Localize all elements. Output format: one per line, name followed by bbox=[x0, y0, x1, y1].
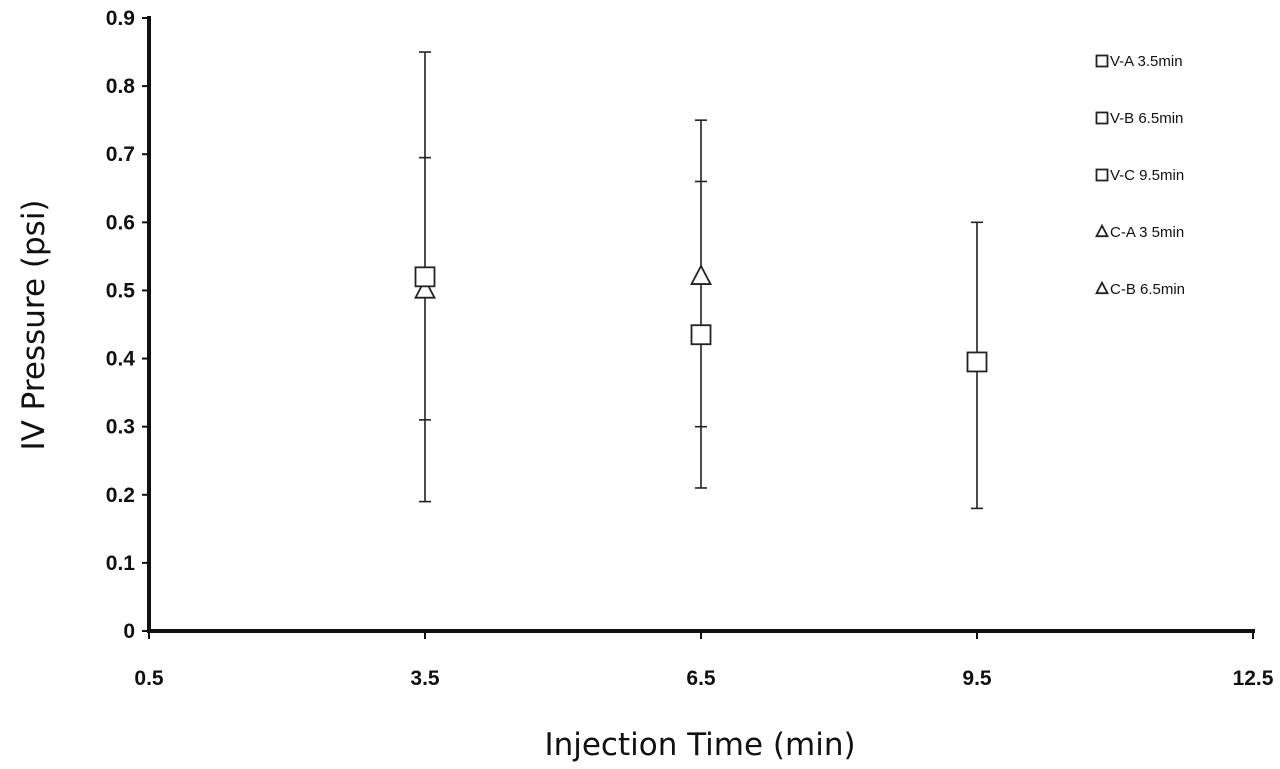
y-tick-label: 0.7 bbox=[106, 143, 135, 166]
x-axis-title: Injection Time (min) bbox=[544, 727, 855, 763]
y-ticks-layer: 0 0.1 0.2 0.3 0.4 0.5 0.6 0.7 0.8 0.9 bbox=[106, 7, 149, 643]
legend-label: V-A 3.5min bbox=[1110, 53, 1183, 70]
legend-square-marker bbox=[1095, 54, 1109, 68]
x-tick-label: 9.5 bbox=[962, 667, 992, 690]
y-tick-label: 0.2 bbox=[106, 484, 135, 507]
data-point-triangle bbox=[414, 277, 436, 299]
x-tick-label: 0.5 bbox=[134, 667, 164, 690]
legend: V-A 3.5min V-B 6.5min V-C 9.5min C-A 3 5min… bbox=[1095, 53, 1185, 298]
legend-label: C-A 3 5min bbox=[1110, 224, 1184, 241]
y-tick-label: 0.9 bbox=[106, 7, 135, 30]
y-axis-title: IV Pressure (psi) bbox=[16, 199, 52, 450]
x-tick-label: 12.5 bbox=[1233, 667, 1274, 690]
legend-triangle-marker bbox=[1095, 223, 1109, 238]
markers-layer bbox=[414, 264, 988, 373]
y-tick-label: 0 bbox=[123, 620, 135, 643]
legend-item: V-A 3.5min bbox=[1095, 53, 1183, 70]
y-tick-label: 0.1 bbox=[106, 552, 136, 575]
legend-square-marker bbox=[1095, 111, 1109, 125]
x-ticks-layer: 0.5 3.5 6.5 9.5 12.5 bbox=[134, 631, 1274, 690]
legend-item: V-C 9.5min bbox=[1095, 167, 1184, 184]
y-tick-label: 0.8 bbox=[106, 75, 136, 98]
legend-label: C-B 6.5min bbox=[1110, 281, 1185, 298]
data-point-square bbox=[414, 266, 436, 288]
x-tick-label: 6.5 bbox=[686, 667, 716, 690]
x-tick-label: 3.5 bbox=[410, 667, 440, 690]
legend-item: C-B 6.5min bbox=[1095, 280, 1185, 298]
legend-square-marker bbox=[1095, 168, 1109, 182]
y-tick-label: 0.3 bbox=[106, 416, 135, 439]
legend-item: C-A 3 5min bbox=[1095, 223, 1184, 241]
legend-label: V-C 9.5min bbox=[1110, 167, 1184, 184]
legend-label: V-B 6.5min bbox=[1110, 110, 1183, 127]
data-point-square bbox=[690, 324, 712, 346]
legend-triangle-marker bbox=[1095, 280, 1109, 295]
y-tick-label: 0.6 bbox=[106, 211, 135, 234]
data-point-triangle bbox=[690, 264, 712, 285]
legend-item: V-B 6.5min bbox=[1095, 110, 1183, 127]
data-point-square bbox=[966, 351, 988, 373]
y-tick-label: 0.5 bbox=[106, 279, 136, 302]
y-tick-label: 0.4 bbox=[106, 348, 136, 371]
